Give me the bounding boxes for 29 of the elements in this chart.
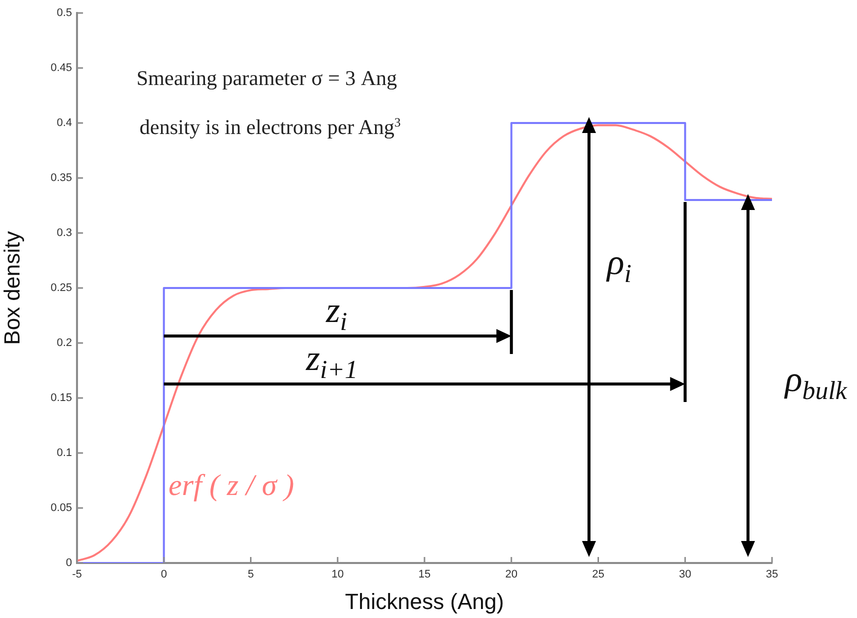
y-tick-label: 0.35 <box>50 172 72 184</box>
x-tick-label: 5 <box>248 568 254 581</box>
y-tick-label: 0.5 <box>56 7 72 20</box>
x-tick-label: 25 <box>592 568 604 581</box>
y-tick-label: 0.2 <box>56 337 72 350</box>
y-tick-label: 0.15 <box>50 392 72 404</box>
x-tick-label: 30 <box>679 568 692 581</box>
y-tick-label: 0.05 <box>50 502 72 514</box>
y-tick-label: 0.25 <box>50 282 72 294</box>
x-tick-label: 35 <box>766 568 778 581</box>
y-tick-label: 0 <box>66 557 72 570</box>
x-tick-label: 10 <box>332 568 344 581</box>
annotation: ρ$_{i}$ <box>607 242 632 288</box>
annotation: z$_{i}$ <box>326 290 348 336</box>
y-axis-title: Box density <box>0 231 24 345</box>
series-label: erf ( z / σ ) <box>168 468 294 502</box>
x-axis-title: Thickness (Ang) <box>345 588 504 614</box>
x-tick-label: 20 <box>505 568 518 581</box>
y-tick-label: 0.45 <box>50 62 72 74</box>
y-tick-label: 0.3 <box>56 227 72 240</box>
annotation: Smearing parameter σ = 3 Ang <box>136 66 398 90</box>
y-tick-label: 0.4 <box>56 117 72 130</box>
x-tick-label: 15 <box>418 568 431 581</box>
y-tick-label: 0.1 <box>56 447 72 460</box>
x-tick-label: -5 <box>72 568 82 581</box>
annotation: z$_{i+1}$ <box>306 338 358 384</box>
x-tick-label: 0 <box>160 568 167 581</box>
text: ρ$_{bulk}$ <box>785 358 847 405</box>
annotation: density is in electrons per Ang$^{3}$ <box>140 114 401 139</box>
